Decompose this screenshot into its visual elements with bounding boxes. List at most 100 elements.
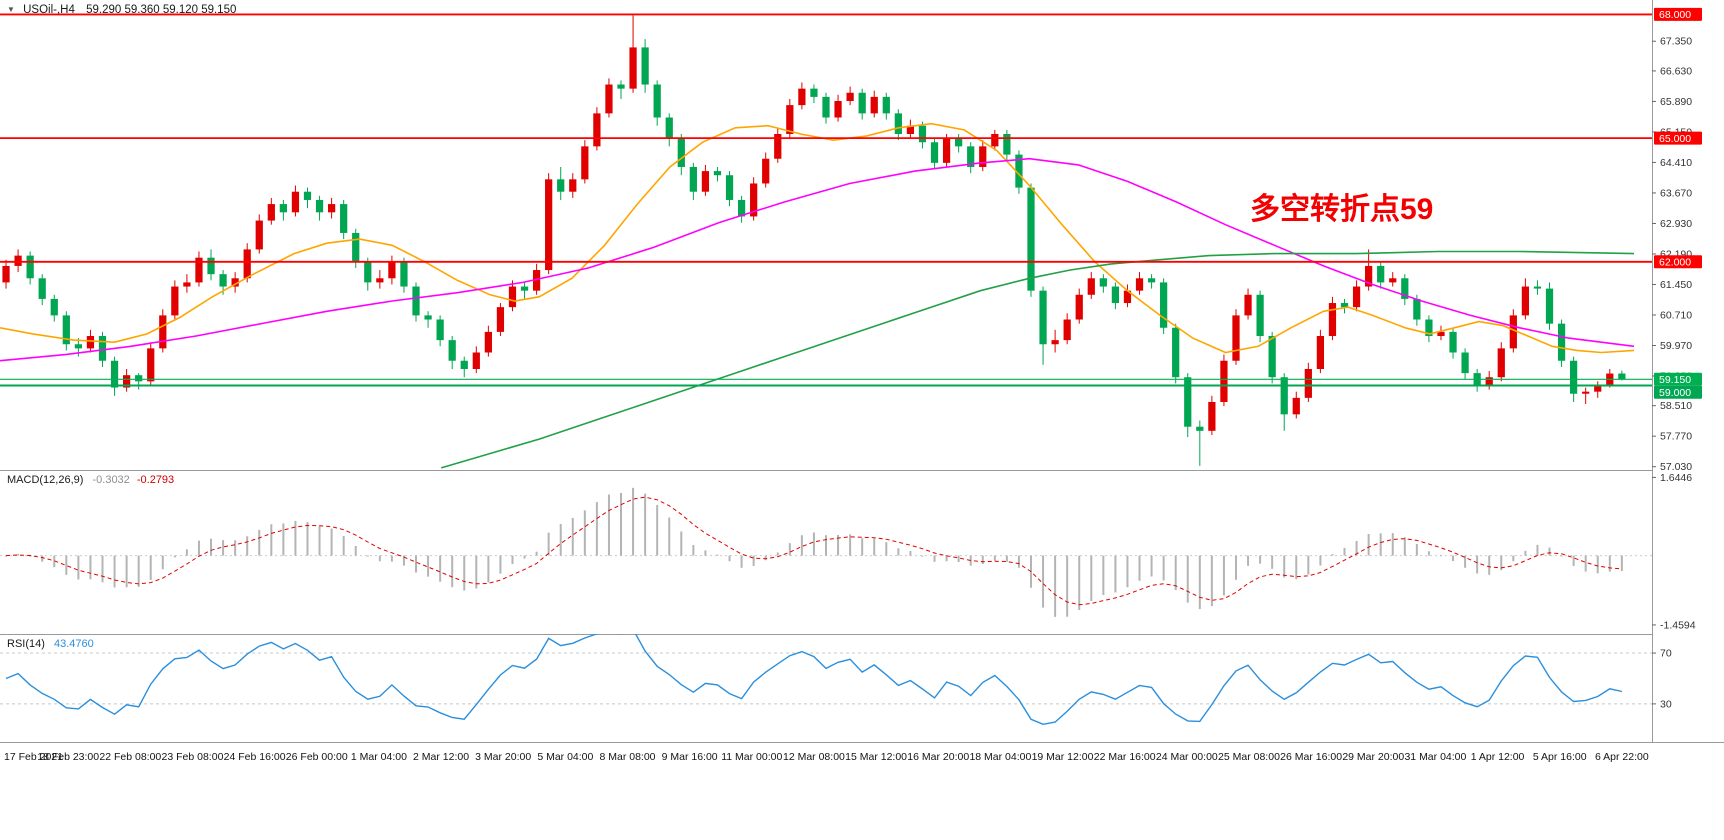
time-axis-label: 2 Mar 12:00	[413, 751, 470, 763]
time-axis-label: 17 Feb 2021	[4, 751, 63, 763]
macd-bar	[788, 543, 791, 556]
candle-body	[460, 360, 468, 369]
candle-body	[1582, 391, 1590, 394]
macd-bar	[1222, 555, 1225, 596]
price-tick-label: 67.350	[1660, 36, 1692, 48]
macd-bar	[197, 540, 200, 556]
macd-bar	[1150, 555, 1153, 577]
macd-bar	[1560, 555, 1563, 557]
candle-body	[98, 336, 107, 361]
macd-bar	[270, 524, 273, 556]
candle-body	[279, 204, 287, 213]
macd-bar	[897, 548, 900, 556]
candle-body	[1039, 290, 1047, 345]
candle-body	[906, 125, 915, 134]
candle-body	[327, 204, 336, 213]
macd-bar	[1620, 555, 1623, 571]
candle-body	[183, 282, 191, 287]
candle-body	[74, 344, 82, 349]
candle-body	[508, 286, 517, 308]
macd-tick-label: 1.6446	[1660, 472, 1692, 484]
ma-green[interactable]	[440, 250, 1635, 469]
candle-body	[291, 191, 300, 213]
price-scale[interactable]	[1652, 0, 1724, 742]
time-axis-label: 24 Feb 16:00	[223, 751, 286, 763]
macd-bar	[77, 555, 80, 580]
macd-bar	[825, 535, 827, 556]
candle-body	[364, 261, 372, 283]
macd-panel[interactable]: 1.6446 -1.4594	[0, 470, 1724, 634]
macd-bar	[1452, 555, 1455, 562]
candle-body	[1557, 323, 1566, 361]
macd-bar	[185, 549, 188, 556]
macd-bar	[945, 555, 948, 562]
candle-body	[1509, 315, 1517, 349]
time-axis[interactable]: 17 Feb 2021 18 Feb 23:00 22 Feb 08:00 23 Fe…	[0, 742, 1724, 775]
macd-bar	[1439, 555, 1442, 557]
candle-body	[665, 117, 673, 139]
candle-body	[810, 88, 818, 97]
macd-bar	[41, 555, 44, 562]
candle-body	[1570, 360, 1578, 394]
candle-body	[1316, 336, 1325, 369]
time-axis-label: 29 Mar 20:00	[1342, 751, 1405, 763]
candle-body	[14, 255, 22, 266]
candle-body	[1063, 319, 1071, 341]
candle-body	[1280, 377, 1288, 415]
rsi-panel[interactable]: 70 30	[0, 634, 1724, 742]
time-axis-label: 5 Apr 16:00	[1532, 751, 1587, 763]
macd-bar	[1584, 555, 1587, 572]
candle-body	[267, 204, 275, 221]
macd-bar	[1512, 555, 1515, 562]
price-tick-label: 61.450	[1660, 279, 1692, 291]
candle-body	[520, 286, 529, 291]
ma-magenta[interactable]	[0, 157, 1635, 362]
price-badge	[1654, 372, 1702, 386]
macd-bar	[415, 555, 418, 573]
macd-bar	[547, 532, 550, 556]
macd-bar	[65, 555, 68, 575]
time-axis-label: 26 Feb 00:00	[285, 751, 348, 763]
candle-body	[1087, 278, 1095, 295]
macd-bar	[728, 555, 731, 562]
macd-bar	[1078, 555, 1081, 611]
macd-bar	[511, 555, 514, 565]
candle-body	[135, 375, 143, 382]
time-axis-label: 16 Mar 20:00	[907, 751, 970, 763]
macd-bar	[523, 555, 526, 559]
macd-bar	[246, 536, 249, 556]
macd-bar	[294, 520, 297, 556]
time-axis-label: 3 Mar 20:00	[475, 751, 532, 763]
main-chart-panel[interactable]: 67.35066.63065.89065.15064.41063.67062.9…	[0, 0, 1724, 470]
macd-bar	[1464, 555, 1467, 568]
rsi-indicator-label: RSI(14) 43.4760	[7, 638, 94, 650]
macd-bar	[933, 555, 936, 562]
macd-bar	[1524, 550, 1527, 556]
macd-bar	[1355, 540, 1358, 556]
time-axis-label: 8 Mar 08:00	[599, 751, 656, 763]
candle-body	[991, 133, 999, 147]
macd-bar	[993, 555, 996, 561]
macd-bar	[957, 555, 960, 563]
candle-body	[532, 270, 541, 291]
macd-bar	[1259, 555, 1262, 564]
chart-annotation-text[interactable]: 多空转折点59	[1250, 192, 1434, 226]
macd-bar	[1536, 544, 1539, 556]
one-click-trading-icon[interactable]: ▼	[7, 5, 15, 14]
candle-body	[725, 175, 734, 200]
macd-bar	[101, 555, 104, 583]
candle-body	[629, 47, 637, 89]
candle-body	[1389, 278, 1397, 283]
rsi-value: 43.4760	[53, 638, 94, 650]
macd-bar	[282, 523, 285, 556]
macd-bar	[861, 538, 864, 556]
candle-body	[195, 257, 203, 283]
macd-bar	[740, 555, 743, 568]
candle-body	[352, 232, 360, 262]
ma-orange[interactable]	[0, 122, 1635, 354]
candle-body	[557, 179, 565, 192]
macd-bar	[1596, 555, 1599, 574]
macd-bar	[451, 555, 454, 588]
candle-body	[930, 142, 939, 163]
